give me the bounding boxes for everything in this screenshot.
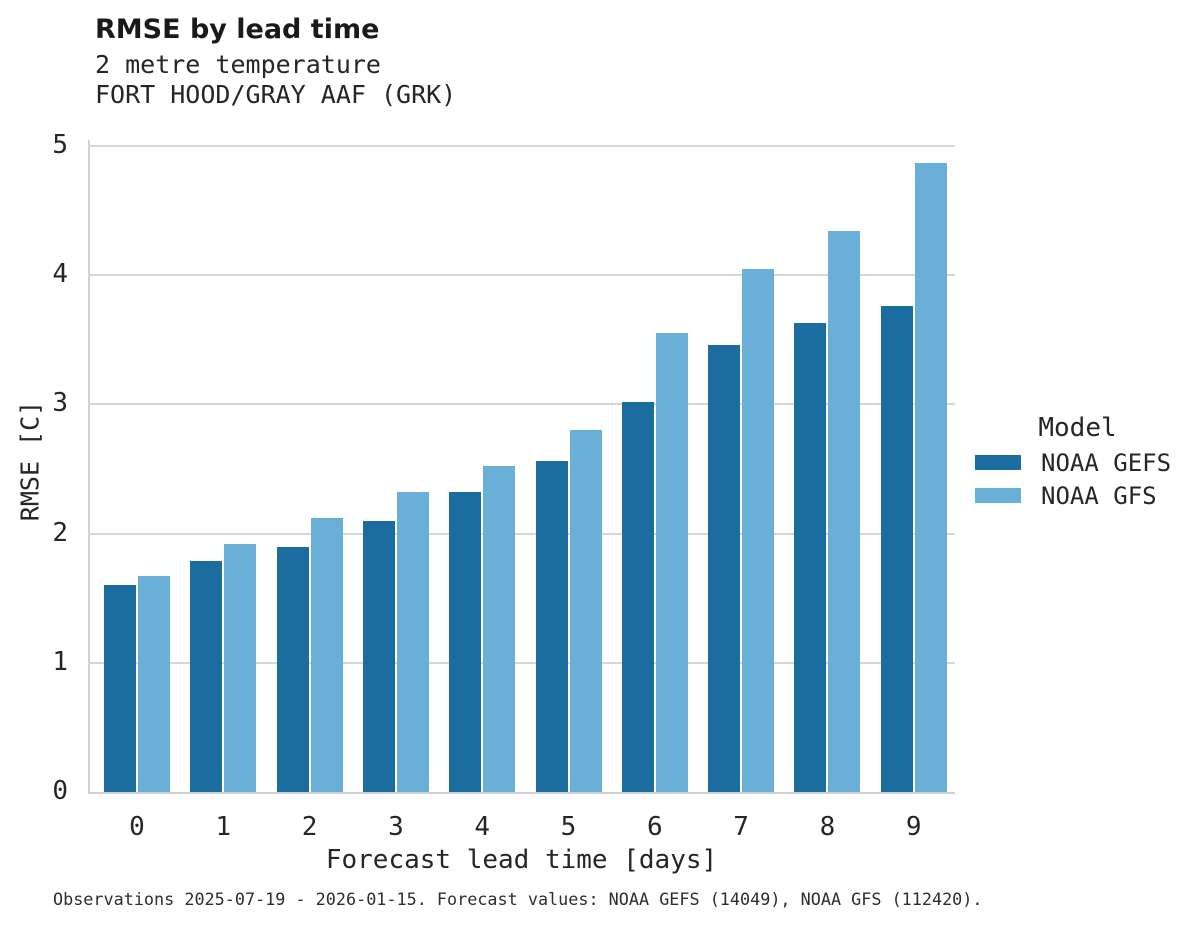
chart-subtitle: 2 metre temperature [95, 50, 381, 79]
bar-noaa-gefs-day7 [708, 345, 741, 792]
legend-label: NOAA GEFS [1041, 448, 1172, 477]
gridline-y5 [88, 145, 955, 147]
bar-noaa-gfs-day0 [138, 576, 170, 792]
x-axis-ticks: 0 1 2 3 4 5 6 7 8 9 [88, 812, 955, 844]
x-tick-label-1: 1 [215, 812, 232, 842]
y-tick-label-3: 3 [52, 388, 68, 419]
legend-label: NOAA GFS [1041, 481, 1157, 510]
plot-area [88, 140, 955, 794]
gridline-y1 [88, 661, 955, 664]
y-tick-label-4: 4 [52, 259, 68, 290]
x-tick-label-6: 6 [646, 812, 663, 842]
legend-item-noaa-gefs: NOAA GEFS [975, 446, 1180, 479]
x-tick-label-5: 5 [560, 812, 577, 842]
bar-noaa-gfs-day6 [655, 333, 688, 792]
x-tick-label-3: 3 [388, 812, 404, 842]
bar-noaa-gfs-day3 [396, 492, 429, 792]
bar-noaa-gefs-day1 [190, 561, 223, 792]
bar-noaa-gfs-day5 [569, 430, 602, 792]
legend-items: NOAA GEFS NOAA GFS [975, 446, 1180, 512]
gridline-y3 [88, 403, 955, 406]
x-tick-label-7: 7 [733, 812, 749, 842]
x-tick-label-9: 9 [905, 812, 922, 842]
bar-noaa-gefs-day4 [449, 492, 482, 792]
legend-swatch [975, 455, 1021, 470]
x-tick-label-2: 2 [301, 812, 318, 842]
y-axis-ticks: 0 1 2 3 4 5 [0, 130, 68, 806]
bar-noaa-gefs-day3 [362, 521, 395, 792]
legend-title: Model [1038, 413, 1117, 443]
bar-noaa-gefs-day9 [880, 306, 913, 792]
bar-noaa-gfs-day8 [828, 231, 861, 792]
bar-noaa-gfs-day1 [224, 544, 257, 792]
chart-title: RMSE by lead time [95, 14, 380, 45]
legend-swatch [975, 488, 1021, 503]
y-tick-label-1: 1 [52, 646, 68, 677]
x-tick-label-8: 8 [819, 812, 836, 842]
x-axis-label: Forecast lead time [days] [325, 845, 718, 875]
x-tick-label-0: 0 [129, 812, 145, 842]
bar-noaa-gfs-day2 [310, 518, 343, 792]
x-axis-spine [88, 791, 955, 794]
bar-noaa-gfs-day7 [742, 269, 775, 792]
y-tick-label-5: 5 [52, 130, 68, 161]
bar-noaa-gefs-day6 [621, 402, 654, 792]
gridline-y4 [88, 274, 955, 277]
legend-item-noaa-gfs: NOAA GFS [975, 479, 1180, 512]
bar-noaa-gefs-day0 [104, 585, 136, 792]
legend: Model NOAA GEFS NOAA GFS [975, 410, 1180, 512]
gridline-y2 [88, 532, 955, 535]
bar-noaa-gfs-day4 [483, 466, 516, 792]
y-axis-spine [88, 140, 90, 792]
y-tick-label-0: 0 [52, 776, 68, 807]
bar-noaa-gefs-day5 [535, 461, 568, 792]
chart-station: FORT HOOD/GRAY AAF (GRK) [95, 80, 457, 109]
y-tick-label-2: 2 [52, 517, 68, 548]
bar-noaa-gefs-day8 [794, 323, 827, 792]
footer-note: Observations 2025-07-19 - 2026-01-15. Fo… [53, 889, 983, 909]
x-tick-label-4: 4 [474, 812, 491, 842]
bar-noaa-gefs-day2 [276, 547, 309, 792]
bar-noaa-gfs-day9 [914, 163, 947, 792]
